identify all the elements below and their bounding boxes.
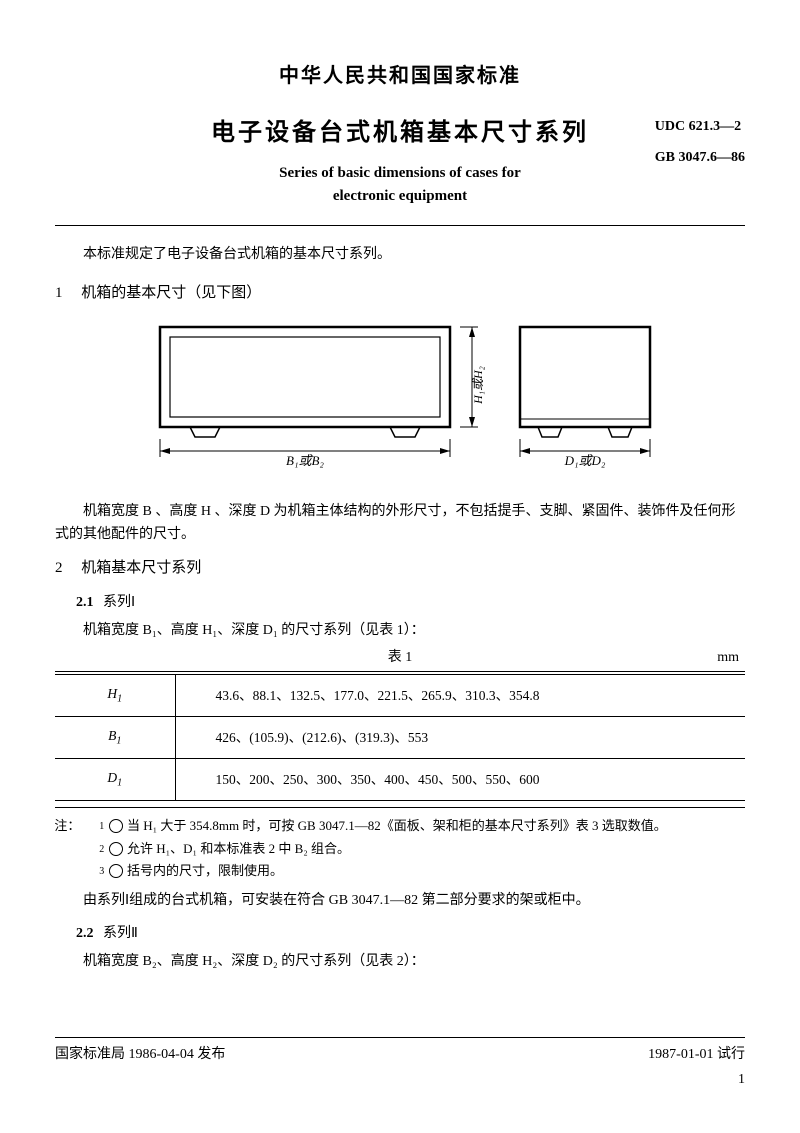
intro-paragraph: 本标准规定了电子设备台式机箱的基本尺寸系列。 — [55, 244, 745, 266]
page-footer: 国家标准局 1986-04-04 发布 1987-01-01 试行 1 — [55, 1037, 745, 1091]
note-2: 2允许 H₁、D₁ 和本标准表 2 中 B₂ 组合。 — [83, 839, 745, 860]
subsection-2-1-title: 系列Ⅰ — [103, 595, 135, 610]
footer-effective: 1987-01-01 试行 — [648, 1044, 745, 1066]
section-2-title: 机箱基本尺寸系列 — [81, 560, 201, 576]
subsection-2-2-desc: 机箱宽度 B₂、高度 H₂、深度 D₂ 的尺寸系列（见表 2）： — [55, 951, 745, 973]
case-drawing-svg: B₁或B₂ H₁或H₂ D₁或D₂ — [120, 317, 680, 477]
table-1-bottom-rule — [55, 807, 745, 808]
table-1: H143.6、88.1、132.5、177.0、221.5、265.9、310.… — [55, 674, 745, 801]
table-1-top-rule — [55, 671, 745, 672]
table-1-values-d1: 150、200、250、300、350、400、450、500、550、600 — [175, 758, 745, 800]
section-2-heading: 2 机箱基本尺寸系列 — [55, 556, 745, 580]
subsection-2-1-number: 2.1 — [76, 595, 94, 610]
udc-code: UDC 621.3—2 — [655, 112, 745, 143]
paragraph-after-diagram: 机箱宽度 B 、高度 H 、深度 D 为机箱主体结构的外形尺寸，不包括提手、支脚… — [55, 501, 745, 546]
section-1-number: 1 — [55, 281, 78, 305]
diagram-label-b: B₁或B₂ — [286, 453, 324, 468]
notes-trailing-paragraph: 由系列Ⅰ组成的台式机箱，可安装在符合 GB 3047.1—82 第二部分要求的架… — [55, 890, 745, 912]
table-1-caption-row: 表 1 mm — [55, 647, 745, 669]
header-divider — [55, 225, 745, 226]
note-1: 注：1当 H₁ 大于 354.8mm 时，可按 GB 3047.1—82《面板、… — [83, 816, 745, 837]
standard-codes: UDC 621.3—2 GB 3047.6—86 — [655, 112, 745, 174]
table-1-label-d1: D1 — [55, 758, 175, 800]
section-1-heading: 1 机箱的基本尺寸（见下图） — [55, 281, 745, 305]
table-1-notes: 注：1当 H₁ 大于 354.8mm 时，可按 GB 3047.1—82《面板、… — [55, 810, 745, 890]
table-row: D1150、200、250、300、350、400、450、500、550、60… — [55, 758, 745, 800]
section-1-title: 机箱的基本尺寸（见下图） — [81, 285, 261, 301]
gb-code: GB 3047.6—86 — [655, 143, 745, 174]
note-3: 3括号内的尺寸，限制使用。 — [83, 861, 745, 882]
country-standard-label: 中华人民共和国国家标准 — [55, 60, 745, 92]
diagram-label-d: D₁或D₂ — [564, 453, 606, 468]
table-1-values-b1: 426、(105.9)、(212.6)、(319.3)、553 — [175, 717, 745, 759]
subsection-2-2-heading: 2.2 系列Ⅱ — [55, 923, 745, 945]
section-2-number: 2 — [55, 556, 78, 580]
title-chinese: 电子设备台式机箱基本尺寸系列 — [55, 114, 745, 152]
dimension-diagram: B₁或B₂ H₁或H₂ D₁或D₂ — [55, 317, 745, 485]
document-header: 中华人民共和国国家标准 电子设备台式机箱基本尺寸系列 Series of bas… — [55, 60, 745, 207]
table-1-values-h1: 43.6、88.1、132.5、177.0、221.5、265.9、310.3、… — [175, 675, 745, 717]
table-row: B1426、(105.9)、(212.6)、(319.3)、553 — [55, 717, 745, 759]
subsection-2-1-heading: 2.1 系列Ⅰ — [55, 592, 745, 614]
table-1-label-h1: H1 — [55, 675, 175, 717]
page-number: 1 — [55, 1069, 745, 1091]
subsection-2-2-title: 系列Ⅱ — [103, 926, 138, 941]
diagram-label-h: H₁或H₂ — [471, 366, 485, 405]
table-1-caption: 表 1 — [111, 647, 689, 669]
subsection-2-1-desc: 机箱宽度 B₁、高度 H₁、深度 D₁ 的尺寸系列（见表 1）： — [55, 620, 745, 642]
table-row: H143.6、88.1、132.5、177.0、221.5、265.9、310.… — [55, 675, 745, 717]
table-1-label-b1: B1 — [55, 717, 175, 759]
title-english: Series of basic dimensions of cases for … — [55, 162, 745, 207]
title-english-line1: Series of basic dimensions of cases for — [279, 165, 521, 181]
title-english-line2: electronic equipment — [333, 188, 467, 204]
subsection-2-2-number: 2.2 — [76, 926, 94, 941]
footer-publish: 国家标准局 1986-04-04 发布 — [55, 1044, 225, 1066]
table-1-unit: mm — [689, 647, 739, 669]
